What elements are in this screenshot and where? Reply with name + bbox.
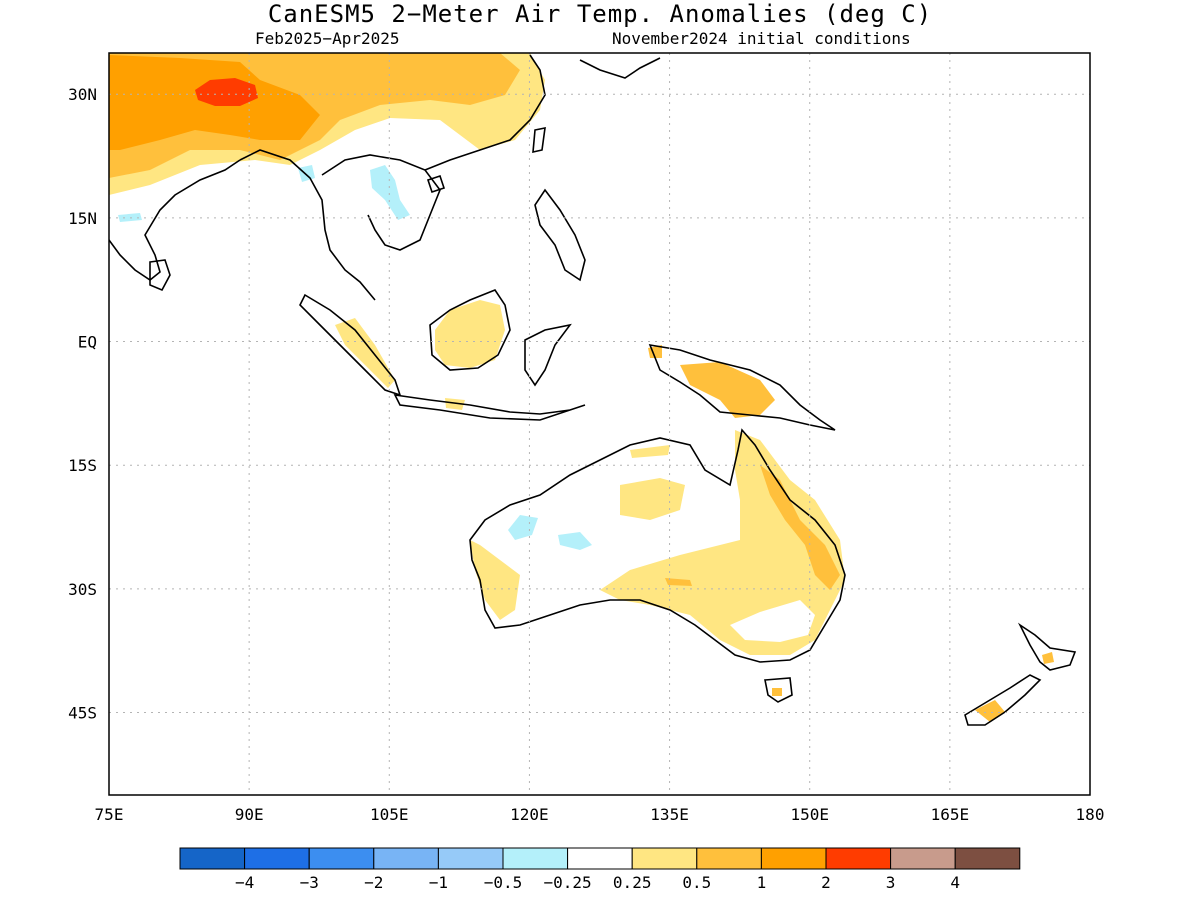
coast-newguinea [648, 343, 836, 431]
coast-nz-north [1017, 622, 1077, 671]
forecast-period: Feb2025−Apr2025 [255, 29, 400, 48]
coast-java [393, 393, 586, 421]
colorbar-label: 1 [757, 873, 767, 892]
initial-conditions: November2024 initial conditions [612, 29, 911, 48]
colorbar-swatch [890, 847, 956, 870]
anomaly-area-tasmania [772, 688, 782, 696]
y-axis: 30N 15N EQ 15S 30S 45S [68, 85, 97, 722]
anomaly-area-nz-north [1042, 652, 1054, 664]
x-tick-label: 105E [370, 805, 409, 824]
y-tick-label: 45S [68, 704, 97, 723]
colorbar-swatch [373, 847, 439, 870]
x-tick-label: 165E [931, 805, 970, 824]
coast-taiwan [532, 126, 546, 154]
colorbar-swatch [631, 847, 698, 870]
anomaly-area-australia-cool-1 [508, 515, 538, 540]
coast-indochina [321, 154, 441, 251]
colorbar-labels: −4 −3 −2 −1 −0.5 −0.25 0.25 0.5 1 2 3 4 [235, 873, 960, 892]
colorbar-swatch [244, 847, 310, 870]
coast-borneo [429, 289, 511, 371]
colorbar-swatch [825, 847, 892, 870]
x-tick-label: 135E [650, 805, 689, 824]
coast-philippines [534, 188, 586, 282]
y-tick-label: 15S [68, 456, 97, 475]
coast-sulawesi [524, 323, 572, 387]
plot-frame [108, 52, 1091, 796]
x-axis: 75E 90E 105E 120E 135E 150E 165E 180 [95, 805, 1105, 824]
coast-japan-korea [579, 57, 661, 79]
colorbar-label: −0.5 [484, 873, 523, 892]
colorbar-swatch [567, 847, 633, 870]
anomaly-area-australia-cool-2 [558, 532, 592, 550]
anomaly-area-borneo [435, 300, 505, 368]
grid-lines [109, 53, 1090, 795]
colorbar-swatch [696, 847, 762, 870]
y-tick-label: 30N [68, 85, 97, 104]
x-tick-label: 180 [1076, 805, 1105, 824]
coast-bay-bengal [239, 149, 376, 301]
colorbar-label: 3 [886, 873, 896, 892]
x-tick-label: 150E [790, 805, 829, 824]
coast-china [424, 54, 546, 171]
anomaly-area-australia-east-orange [760, 465, 840, 590]
colorbar [179, 847, 1021, 870]
anomaly-area-australia-north [620, 478, 685, 520]
colorbar-swatch [502, 847, 569, 870]
y-tick-label: 15N [68, 209, 97, 228]
coastlines [109, 54, 1077, 726]
coast-nz-south [964, 674, 1042, 726]
anomaly-area-australia-inner-white [730, 600, 815, 642]
map-title: CanESM5 2−Meter Air Temp. Anomalies (deg… [267, 0, 933, 28]
x-tick-label: 90E [235, 805, 264, 824]
colorbar-label: −1 [429, 873, 448, 892]
anomaly-area-myanmar-cool [298, 165, 315, 182]
colorbar-swatch [308, 847, 375, 870]
colorbar-swatch [760, 847, 827, 870]
coast-tasmania [764, 677, 793, 703]
anomaly-area-australia-central-orange [665, 578, 692, 586]
coast-sumatra [299, 293, 402, 397]
anomaly-area-indochina-cool [370, 165, 410, 220]
anomaly-area-australia-west [470, 540, 520, 620]
colorbar-label: 4 [950, 873, 960, 892]
x-tick-label: 120E [510, 805, 549, 824]
coast-srilanka [149, 259, 171, 292]
y-tick-label: 30S [68, 580, 97, 599]
anomaly-area-sumatra [335, 318, 395, 388]
y-tick-label: EQ [78, 333, 97, 352]
x-tick-label: 75E [95, 805, 124, 824]
anomaly-area-australia-yellow [600, 430, 845, 655]
coast-india [109, 159, 241, 281]
colorbar-label: −2 [364, 873, 383, 892]
colorbar-swatch [437, 847, 504, 870]
colorbar-label: −4 [235, 873, 254, 892]
anomaly-area-nz-south [975, 700, 1005, 722]
anomaly-area-tibet-red [195, 78, 258, 106]
colorbar-label: 0.5 [682, 873, 711, 892]
colorbar-swatch [954, 847, 1021, 870]
colorbar-label: −0.25 [544, 873, 592, 892]
colorbar-label: −3 [300, 873, 319, 892]
colorbar-label: 2 [821, 873, 831, 892]
coast-australia [469, 428, 846, 663]
anomaly-area-australia-top [630, 445, 670, 458]
coast-hainan [426, 174, 446, 194]
anomaly-shading [109, 53, 1054, 722]
colorbar-label: 0.25 [613, 873, 652, 892]
colorbar-swatch [179, 847, 246, 870]
anomaly-area-newguinea [680, 362, 775, 418]
anomaly-area-java [445, 398, 465, 410]
